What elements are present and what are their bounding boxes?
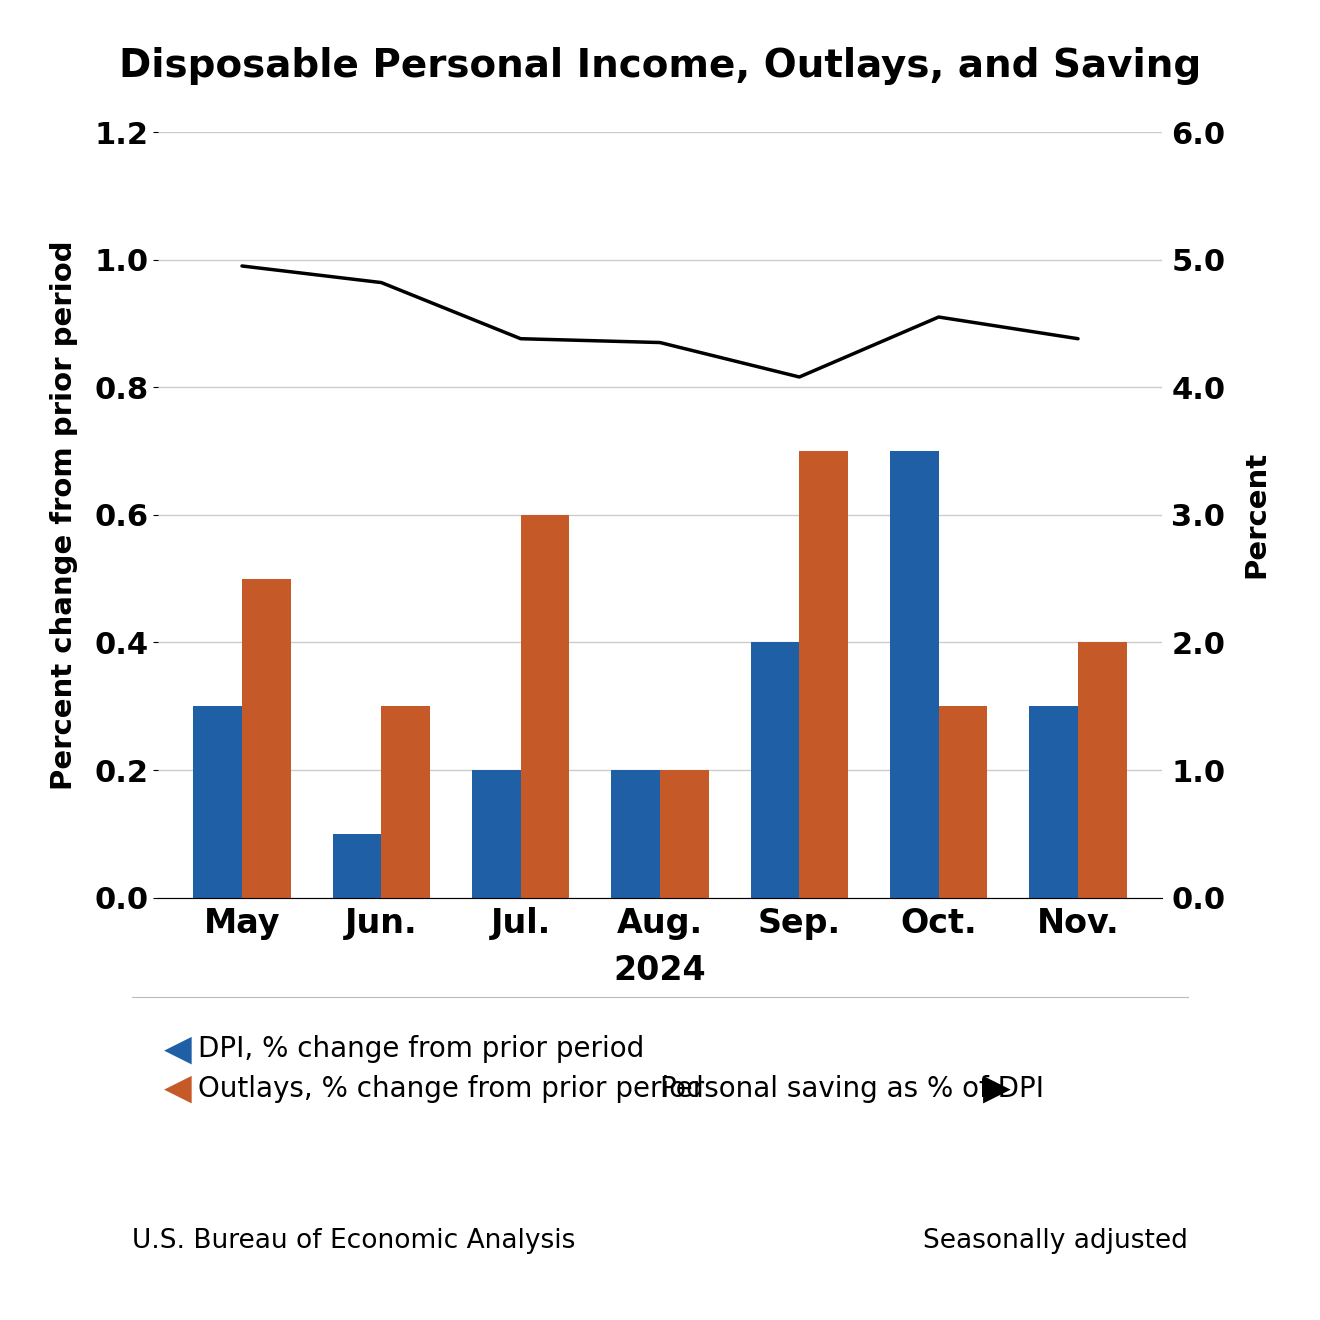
- Y-axis label: Percent change from prior period: Percent change from prior period: [50, 240, 78, 789]
- Text: 2024: 2024: [614, 953, 706, 987]
- Bar: [473, 770, 520, 898]
- Text: Seasonally adjusted: Seasonally adjusted: [923, 1228, 1188, 1254]
- Bar: [242, 578, 290, 898]
- Text: ▶: ▶: [982, 1072, 1011, 1106]
- Y-axis label: Percent: Percent: [1242, 451, 1270, 578]
- Bar: [333, 834, 381, 898]
- Bar: [751, 643, 800, 898]
- Bar: [939, 706, 987, 898]
- Bar: [193, 706, 242, 898]
- Bar: [520, 515, 569, 898]
- Bar: [381, 706, 430, 898]
- Text: U.S. Bureau of Economic Analysis: U.S. Bureau of Economic Analysis: [132, 1228, 576, 1254]
- Bar: [1030, 706, 1078, 898]
- Text: DPI, % change from prior period: DPI, % change from prior period: [198, 1035, 644, 1064]
- Bar: [800, 451, 849, 898]
- Bar: [890, 451, 939, 898]
- Bar: [1078, 643, 1127, 898]
- Text: Outlays, % change from prior period: Outlays, % change from prior period: [198, 1074, 704, 1104]
- Bar: [611, 770, 660, 898]
- Text: ◀: ◀: [164, 1032, 193, 1067]
- Text: ◀: ◀: [164, 1072, 193, 1106]
- Bar: [660, 770, 709, 898]
- Text: Disposable Personal Income, Outlays, and Saving: Disposable Personal Income, Outlays, and…: [119, 48, 1201, 84]
- Text: Personal saving as % of DPI: Personal saving as % of DPI: [660, 1074, 1044, 1104]
